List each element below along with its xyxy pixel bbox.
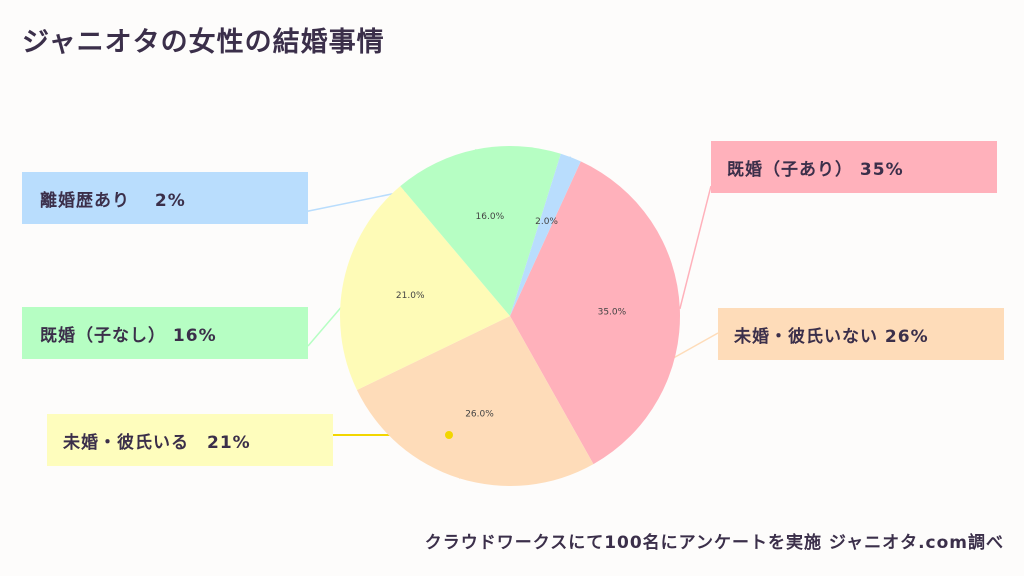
label-box-married-no-children: 既婚（子なし） 16% [22, 307, 308, 359]
source-note: クラウドワークスにて100名にアンケートを実施 ジャニオタ.com調べ [424, 533, 1004, 553]
label-single-no-boyfriend: 未婚・彼氏いない 26% [734, 326, 929, 347]
slice-single-with-boyfriend [340, 186, 510, 390]
label-box-single-no-boyfriend: 未婚・彼氏いない 26% [718, 308, 1004, 360]
page-title: ジャニオタの女性の結婚事情 [22, 27, 385, 58]
pct-label: 26.0% [465, 409, 494, 419]
slice-single-no-boyfriend [356, 316, 594, 486]
pct-label: 16.0% [476, 212, 505, 222]
label-married-with-children: 既婚（子あり） 35% [727, 159, 904, 180]
pct-label: 2.0% [535, 217, 558, 227]
label-married-no-children: 既婚（子なし） 16% [40, 325, 217, 346]
label-box-divorced: 離婚歴あり 2% [22, 172, 308, 224]
pct-label: 21.0% [396, 291, 425, 301]
slice-married-no-children [400, 146, 561, 316]
leader-dot [445, 431, 453, 439]
label-box-single-with-boyfriend: 未婚・彼氏いる 21% [47, 414, 333, 466]
slice-married-with-children [510, 161, 680, 465]
label-box-married-with-children: 既婚（子あり） 35% [711, 141, 997, 193]
label-single-with-boyfriend: 未婚・彼氏いる 21% [63, 432, 251, 453]
label-divorced: 離婚歴あり 2% [40, 190, 186, 211]
slice-divorced [510, 153, 581, 316]
pct-label: 35.0% [598, 308, 627, 318]
leader-line [679, 185, 712, 310]
